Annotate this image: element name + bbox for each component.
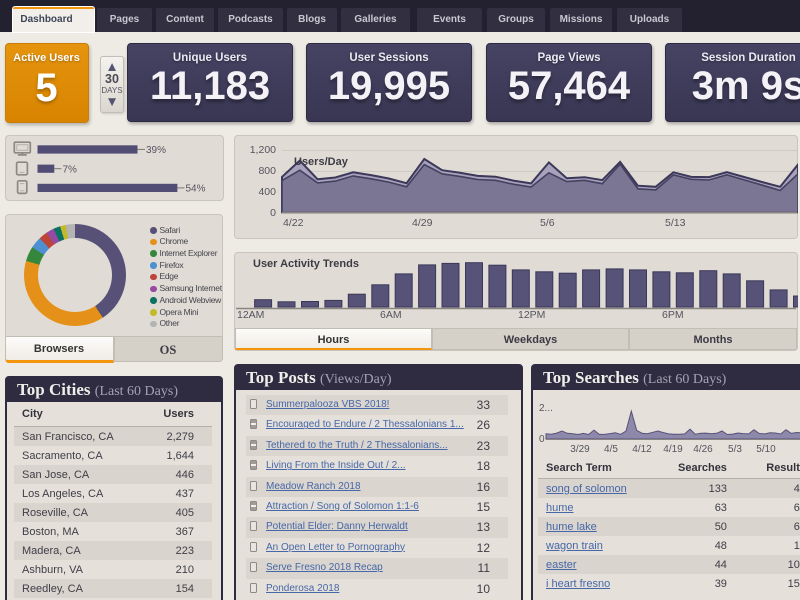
svg-text:54%: 54%	[185, 184, 205, 195]
svg-text:4/5: 4/5	[604, 444, 618, 455]
svg-text:4/26: 4/26	[693, 444, 713, 455]
svg-text:4/12: 4/12	[632, 444, 652, 455]
svg-text:3/29: 3/29	[570, 444, 590, 455]
svg-text:5/10: 5/10	[756, 444, 776, 455]
svg-text:7%: 7%	[62, 164, 77, 175]
svg-text:0: 0	[539, 434, 545, 445]
svg-text:5/3: 5/3	[728, 444, 742, 455]
svg-text:2...: 2...	[539, 403, 553, 414]
svg-text:39%: 39%	[146, 145, 166, 156]
svg-text:4/19: 4/19	[663, 444, 683, 455]
